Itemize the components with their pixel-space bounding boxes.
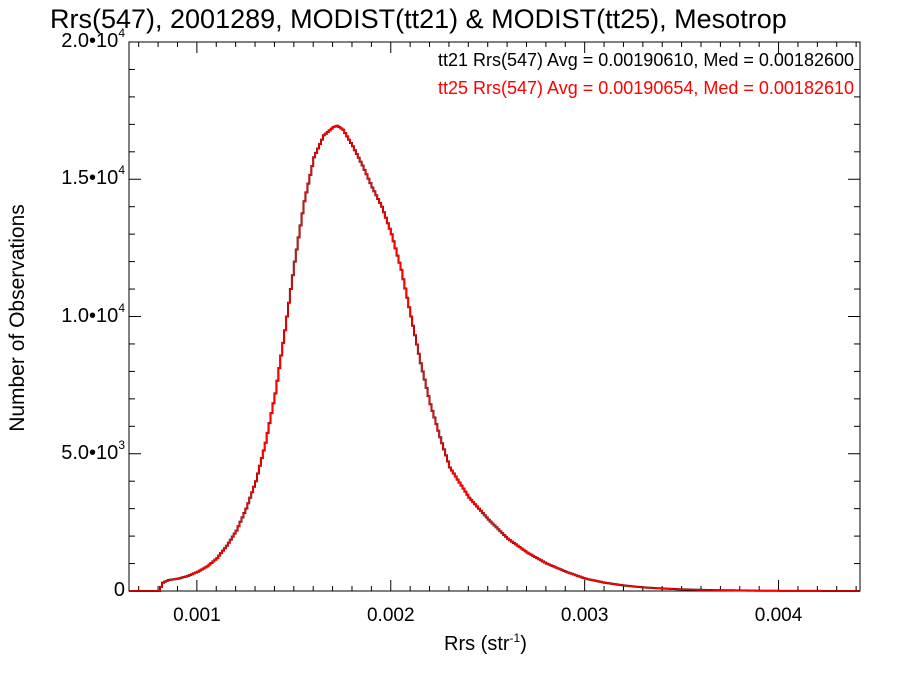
y-tick-label: 5.0•103 (61, 437, 125, 464)
x-tick-label: 0.004 (754, 605, 803, 626)
x-axis-label: Rrs (str-1) (444, 631, 527, 655)
series-line-0 (129, 124, 860, 592)
stat-label-tt25: tt25 Rrs(547) Avg = 0.00190654, Med = 0.… (438, 78, 854, 98)
y-tick-label: 0 (113, 579, 125, 601)
series-lines (129, 124, 860, 592)
chart-title: Rrs(547), 2001289, MODIST(tt21) & MODIST… (50, 4, 787, 34)
axis-ticks (129, 41, 860, 592)
stat-label-tt21: tt21 Rrs(547) Avg = 0.00190610, Med = 0.… (438, 50, 854, 70)
plot-frame (128, 41, 861, 592)
y-tick-label: 1.5•104 (61, 163, 125, 190)
series-line-1 (129, 124, 860, 592)
x-tick-label: 0.003 (560, 605, 609, 626)
y-tick-label: 1.0•104 (61, 300, 125, 327)
y-tick-label: 2.0•104 (61, 26, 125, 52)
x-tick-label: 0.002 (366, 605, 415, 626)
x-tick-label: 0.001 (173, 605, 221, 626)
y-axis-label: Number of Observations (6, 204, 29, 432)
